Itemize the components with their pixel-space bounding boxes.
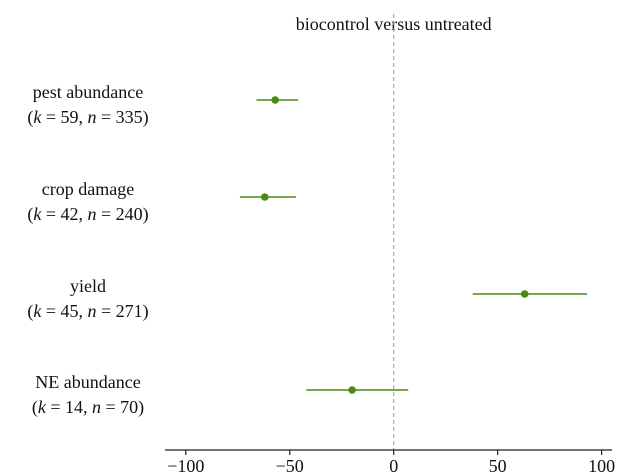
row-sample-sizes: (k = 45, n = 271)	[27, 301, 148, 322]
x-tick-label: −100	[167, 456, 204, 475]
row-sample-sizes: (k = 59, n = 335)	[27, 107, 148, 128]
point-estimate	[260, 193, 269, 201]
forest-row: yield (k = 45, n = 271)	[27, 276, 588, 322]
row-label: pest abundance	[33, 82, 143, 102]
row-label: yield	[70, 276, 106, 296]
row-label: crop damage	[42, 179, 134, 199]
forest-row: crop damage (k = 42, n = 240)	[27, 179, 296, 225]
row-sample-sizes: (k = 14, n = 70)	[32, 397, 144, 418]
x-tick-label: −50	[276, 456, 304, 475]
point-estimate	[271, 96, 279, 104]
forest-row: pest abundance (k = 59, n = 335)	[27, 82, 299, 128]
x-tick-label: 0	[389, 456, 398, 475]
forest-row: NE abundance (k = 14, n = 70)	[32, 372, 409, 418]
x-tick-label: 100	[588, 456, 615, 475]
point-estimate	[348, 386, 356, 394]
x-tick-label: 50	[489, 456, 507, 475]
row-sample-sizes: (k = 42, n = 240)	[27, 204, 148, 225]
row-label: NE abundance	[35, 372, 140, 392]
point-estimate	[520, 290, 529, 298]
